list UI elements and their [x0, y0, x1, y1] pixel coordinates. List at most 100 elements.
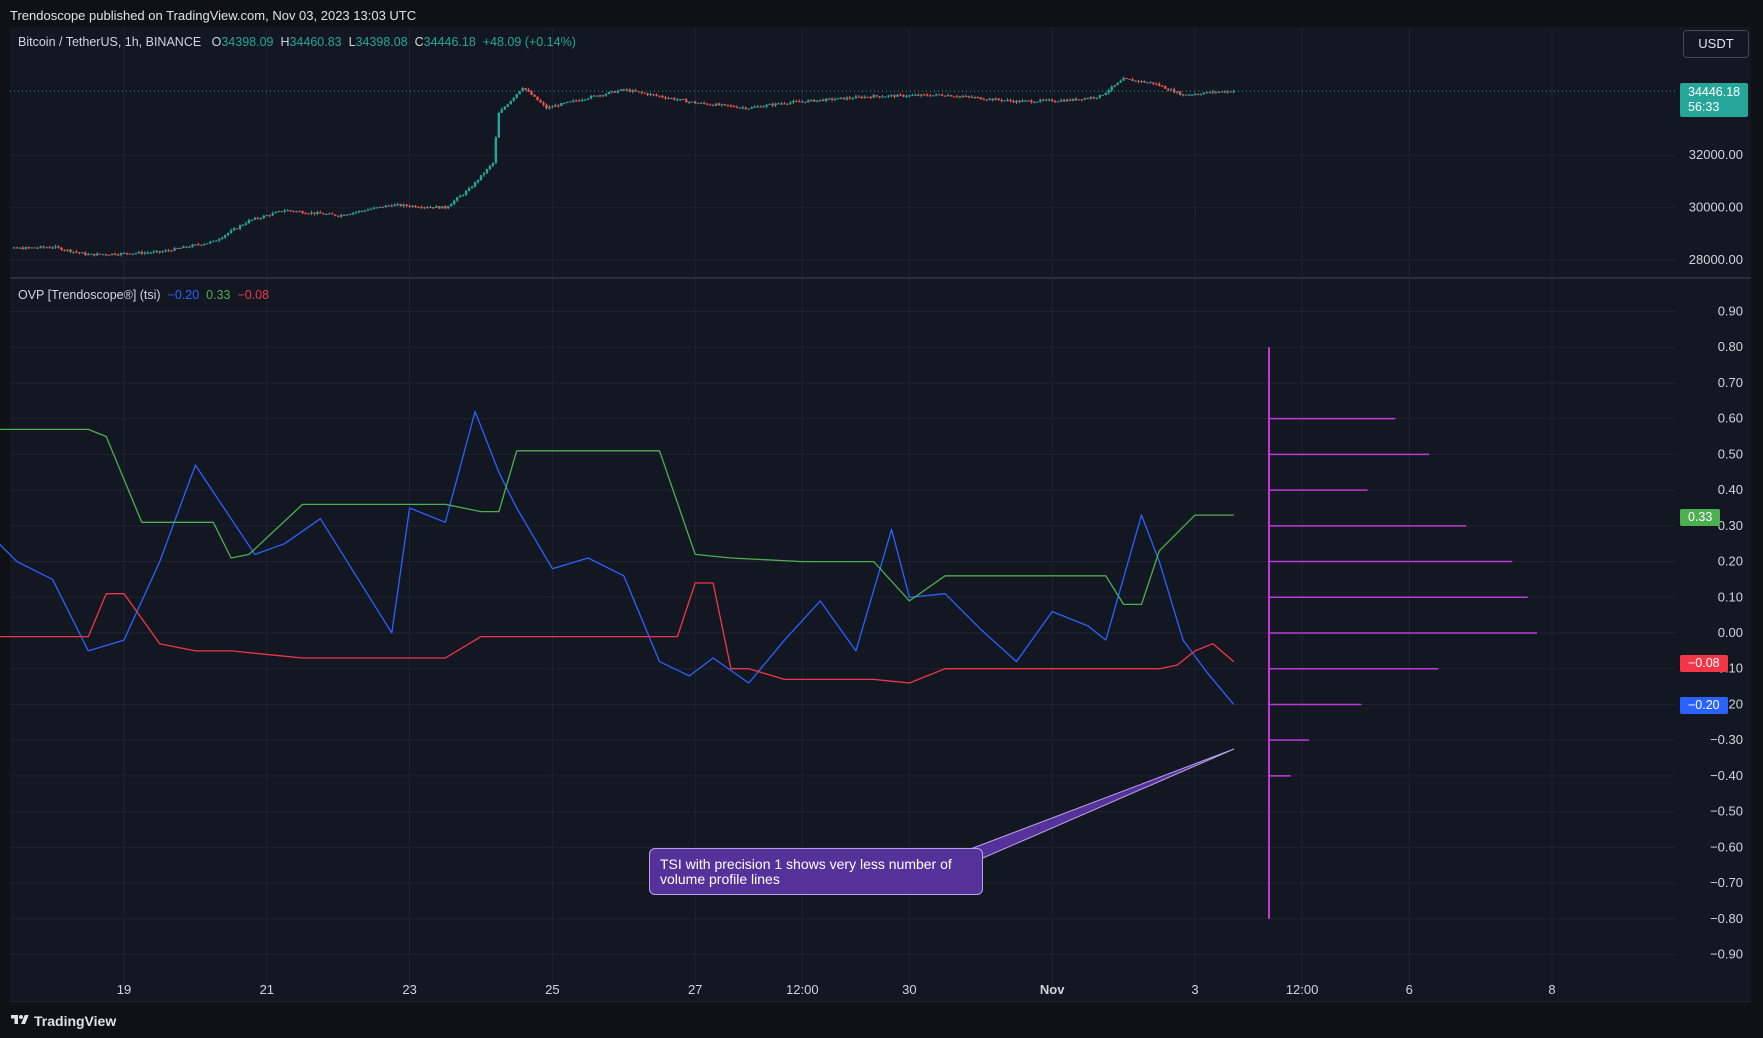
candle [1128, 78, 1131, 80]
candle [453, 199, 456, 206]
candle-body [476, 180, 480, 183]
candle-body [456, 197, 459, 201]
x-tick-label: 21 [260, 982, 274, 997]
candle-body [107, 254, 111, 256]
candle-body [1074, 98, 1078, 101]
candle [818, 99, 822, 103]
indicator-legend[interactable]: OVP [Trendoscope®] (tsi) −0.20 0.33 −0.0… [18, 288, 269, 302]
indicator-tick-label: 0.60 [1718, 411, 1743, 426]
candle-body [923, 94, 926, 96]
candle [1018, 99, 1021, 104]
symbol-legend[interactable]: Bitcoin / TetherUS, 1h, BINANCE O34398.0… [18, 35, 576, 49]
candle-body [515, 94, 518, 98]
candle-body [1205, 92, 1209, 94]
candle-body [66, 249, 69, 251]
candle-body [325, 213, 328, 215]
candle-body [1202, 93, 1206, 95]
tradingview-brand[interactable]: TradingView [34, 1013, 117, 1029]
tsi-line [0, 410, 1235, 705]
candle-body [301, 211, 304, 214]
candle [560, 102, 563, 107]
candle [1146, 81, 1149, 84]
candle [432, 207, 435, 210]
lower-band-line [0, 582, 1235, 684]
candle [619, 89, 623, 92]
candle [250, 219, 254, 222]
candle [265, 214, 268, 217]
candle [1205, 91, 1209, 94]
candle-body [810, 99, 813, 101]
candle [140, 250, 144, 255]
candle-body [714, 103, 718, 106]
candle-body [976, 97, 980, 99]
candle-body [524, 88, 527, 90]
candle-body [232, 228, 236, 231]
candle [563, 102, 566, 105]
candle [1107, 88, 1110, 95]
candle [244, 221, 248, 226]
candle [887, 95, 890, 98]
candle-body [813, 99, 816, 102]
candle-body [848, 97, 852, 99]
candle [96, 252, 99, 256]
candle [122, 251, 126, 254]
chart-frame[interactable] [10, 27, 1751, 1002]
bar-countdown: 56:33 [1688, 100, 1720, 114]
candle [926, 93, 929, 97]
tradingview-logo-icon[interactable] [10, 1013, 30, 1027]
candle [583, 99, 587, 102]
candle-body [625, 89, 628, 91]
candle [813, 99, 816, 102]
candle [408, 204, 411, 208]
indicator-panel [0, 347, 1537, 919]
candle-body [1134, 80, 1137, 82]
candle-body [1107, 90, 1110, 93]
candle [438, 205, 441, 209]
indicator-title[interactable]: OVP [Trendoscope®] (tsi) [18, 288, 161, 302]
annotation-callout[interactable]: TSI with precision 1 shows very less num… [649, 848, 983, 895]
candle-body [429, 207, 432, 209]
publish-info: Trendoscope published on TradingView.com… [10, 8, 417, 23]
candle [741, 105, 744, 110]
candle-body [277, 211, 280, 213]
candle [197, 242, 200, 246]
x-tick-label: 25 [545, 982, 559, 997]
candle [18, 247, 22, 250]
candle [997, 97, 1000, 101]
candle-body [176, 248, 179, 250]
candle-body [946, 95, 950, 97]
candle-body [768, 104, 771, 106]
candle [738, 107, 742, 109]
candle-body [128, 253, 132, 255]
candle [643, 92, 646, 94]
candle [357, 210, 361, 214]
candle [33, 247, 36, 249]
candle [1092, 96, 1096, 100]
candle [464, 189, 468, 197]
candle [188, 245, 191, 248]
candle-body [348, 214, 352, 216]
candle [955, 94, 959, 98]
candle [402, 203, 405, 208]
candle [920, 94, 923, 98]
candle-body [161, 251, 164, 253]
candle [1149, 81, 1152, 84]
indicator-tick-label: 0.50 [1718, 446, 1743, 461]
candle [1062, 98, 1066, 103]
candle-body [955, 96, 959, 98]
candle-body [598, 95, 602, 97]
candle-body [458, 195, 462, 198]
candle-body [149, 252, 152, 254]
symbol-title[interactable]: Bitcoin / TetherUS, 1h, BINANCE [18, 35, 202, 49]
candle [792, 99, 795, 105]
candle [447, 205, 450, 210]
candle-body [15, 247, 19, 249]
currency-button[interactable]: USDT [1683, 30, 1749, 58]
candle-body [179, 247, 182, 249]
candle [247, 218, 251, 224]
candle [1015, 99, 1018, 104]
candle [970, 95, 974, 99]
candle-body [726, 104, 730, 106]
candle [979, 97, 982, 100]
